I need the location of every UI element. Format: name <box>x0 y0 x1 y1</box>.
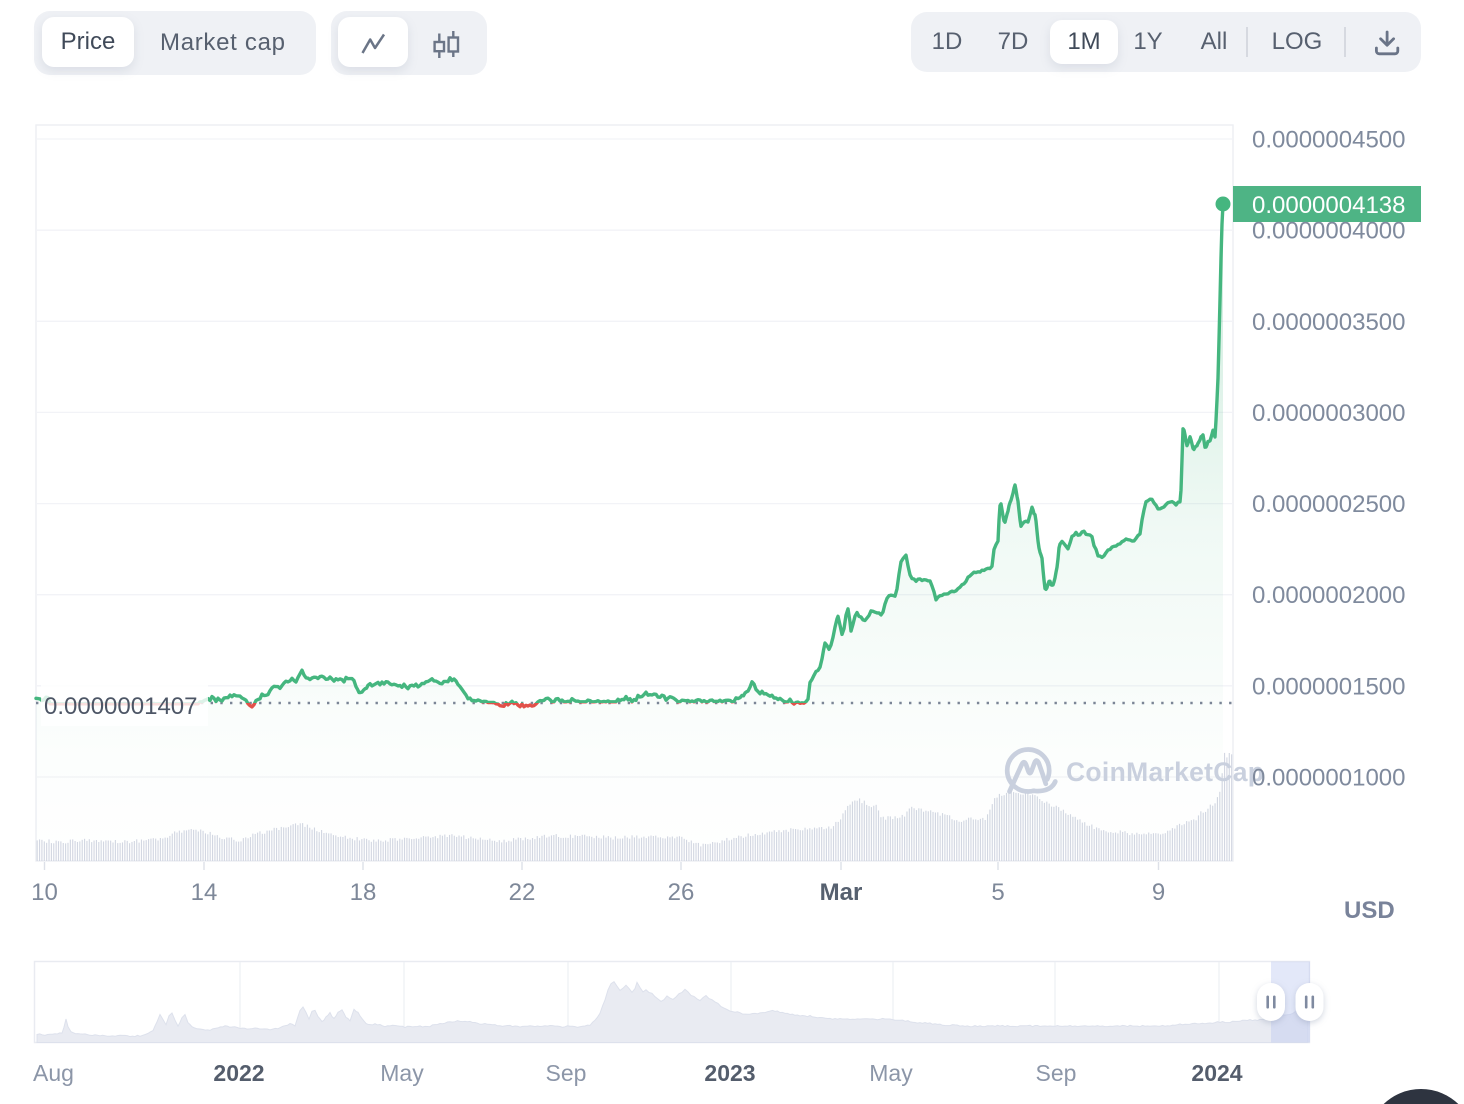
svg-text:2022: 2022 <box>213 1060 264 1086</box>
svg-text:0.0000001407: 0.0000001407 <box>44 693 198 720</box>
svg-text:9: 9 <box>1152 879 1165 906</box>
svg-text:0.0000004500: 0.0000004500 <box>1252 127 1406 154</box>
svg-text:5: 5 <box>991 879 1004 906</box>
svg-text:0.0000004000: 0.0000004000 <box>1252 218 1406 245</box>
svg-text:USD: USD <box>1344 897 1395 924</box>
svg-text:0.0000003000: 0.0000003000 <box>1252 400 1406 427</box>
svg-text:CoinMarketCap: CoinMarketCap <box>1066 757 1264 787</box>
svg-text:10: 10 <box>31 879 58 906</box>
svg-text:Mar: Mar <box>820 879 863 906</box>
svg-text:0.0000004138: 0.0000004138 <box>1252 192 1406 219</box>
svg-text:0.0000002000: 0.0000002000 <box>1252 582 1406 609</box>
svg-text:14: 14 <box>191 879 218 906</box>
svg-text:May: May <box>380 1060 424 1086</box>
svg-text:2023: 2023 <box>704 1060 755 1086</box>
svg-text:0.0000001500: 0.0000001500 <box>1252 673 1406 700</box>
svg-text:Sep: Sep <box>546 1060 587 1086</box>
svg-text:2024: 2024 <box>1191 1060 1242 1086</box>
svg-text:May: May <box>869 1060 913 1086</box>
svg-text:18: 18 <box>350 879 377 906</box>
svg-text:0.0000003500: 0.0000003500 <box>1252 309 1406 336</box>
svg-text:Aug: Aug <box>33 1060 74 1086</box>
svg-text:26: 26 <box>668 879 695 906</box>
svg-text:Sep: Sep <box>1036 1060 1077 1086</box>
svg-text:22: 22 <box>509 879 536 906</box>
svg-text:0.0000001000: 0.0000001000 <box>1252 765 1406 792</box>
svg-text:0.0000002500: 0.0000002500 <box>1252 491 1406 518</box>
